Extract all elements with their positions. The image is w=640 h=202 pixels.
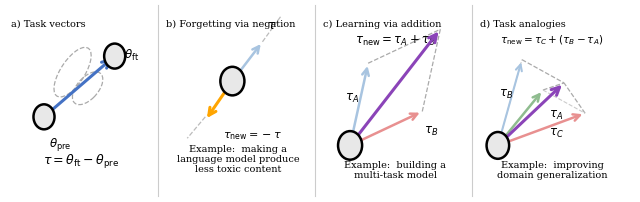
Text: $\tau_{\mathrm{new}} = \tau_C + (\tau_B - \tau_A)$: $\tau_{\mathrm{new}} = \tau_C + (\tau_B … bbox=[500, 34, 604, 47]
Text: $\tau_B$: $\tau_B$ bbox=[424, 124, 438, 137]
Text: $\theta_{\mathrm{ft}}$: $\theta_{\mathrm{ft}}$ bbox=[124, 47, 139, 63]
Circle shape bbox=[486, 132, 509, 159]
Circle shape bbox=[33, 105, 54, 130]
Text: Example:  improving
domain generalization: Example: improving domain generalization bbox=[497, 160, 607, 179]
Text: $\tau_A$: $\tau_A$ bbox=[549, 108, 563, 121]
Text: d) Task analogies: d) Task analogies bbox=[480, 19, 566, 28]
Text: c) Learning via addition: c) Learning via addition bbox=[323, 19, 442, 28]
Circle shape bbox=[104, 44, 125, 69]
Text: $\tau_{\mathrm{new}} = -\tau$: $\tau_{\mathrm{new}} = -\tau$ bbox=[223, 130, 282, 141]
Text: $\theta_{\mathrm{pre}}$: $\theta_{\mathrm{pre}}$ bbox=[49, 135, 71, 152]
Text: b) Forgetting via negation: b) Forgetting via negation bbox=[166, 19, 296, 28]
Circle shape bbox=[338, 132, 362, 160]
Text: Example:  building a
multi-task model: Example: building a multi-task model bbox=[344, 160, 446, 179]
Text: $\tau$: $\tau$ bbox=[267, 19, 276, 32]
Text: $\tau_A$: $\tau_A$ bbox=[345, 91, 359, 104]
Text: $\tau_B$: $\tau_B$ bbox=[499, 88, 513, 101]
Text: a) Task vectors: a) Task vectors bbox=[11, 19, 86, 28]
Text: Example:  making a
language model produce
less toxic content: Example: making a language model produce… bbox=[177, 144, 300, 174]
Circle shape bbox=[220, 67, 244, 96]
Text: $\tau_C$: $\tau_C$ bbox=[549, 126, 564, 139]
Text: $\tau_{\mathrm{new}} = \tau_A + \tau_B$: $\tau_{\mathrm{new}} = \tau_A + \tau_B$ bbox=[355, 34, 435, 48]
Text: $\tau = \theta_{\mathrm{ft}} - \theta_{\mathrm{pre}}$: $\tau = \theta_{\mathrm{ft}} - \theta_{\… bbox=[44, 153, 120, 170]
